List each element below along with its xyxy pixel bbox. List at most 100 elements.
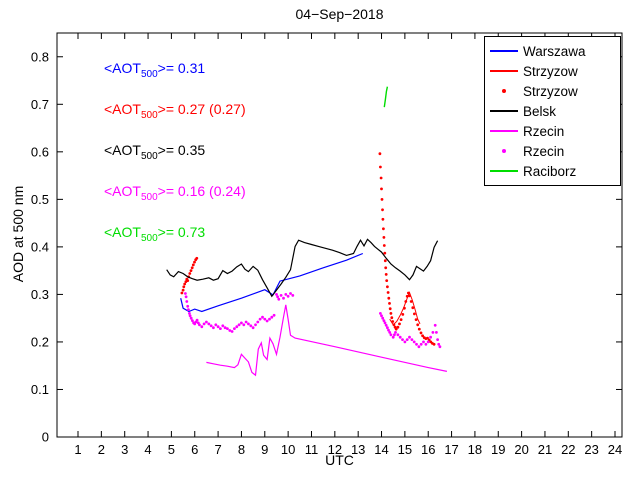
x-tick-label: 19 xyxy=(491,442,505,457)
legend-line-sample xyxy=(485,110,523,112)
data-point xyxy=(254,323,257,327)
data-point xyxy=(209,324,213,328)
data-point xyxy=(394,327,398,331)
legend-label: Belsk xyxy=(523,103,557,119)
data-point xyxy=(419,331,423,335)
data-point xyxy=(182,285,186,289)
data-point xyxy=(426,340,430,344)
x-tick-label: 18 xyxy=(468,442,482,457)
data-point xyxy=(389,333,393,337)
data-point xyxy=(401,338,404,341)
data-point xyxy=(230,330,234,333)
x-tick-label: 3 xyxy=(121,442,128,457)
data-point xyxy=(379,165,382,169)
y-tick-label: 0.1 xyxy=(31,382,49,397)
data-point xyxy=(251,326,255,330)
data-point xyxy=(258,317,262,321)
legend-item-belsk-3: Belsk xyxy=(485,101,620,121)
data-point xyxy=(383,321,387,325)
data-point xyxy=(384,266,388,270)
data-point xyxy=(405,338,409,341)
chart-title: 04−Sep−2018 xyxy=(295,6,384,22)
data-point xyxy=(403,306,406,310)
legend-item-strzyzow-1: Strzyzow xyxy=(485,61,620,81)
data-point xyxy=(407,291,410,295)
data-point xyxy=(235,325,239,329)
data-point xyxy=(384,323,388,327)
legend-dot-sample xyxy=(485,89,523,93)
y-tick-label: 0.4 xyxy=(31,239,49,254)
x-tick-label: 22 xyxy=(561,442,575,457)
y-tick-label: 0.5 xyxy=(31,192,49,207)
y-tick-label: 0 xyxy=(42,430,49,445)
x-tick-label: 23 xyxy=(584,442,598,457)
data-point xyxy=(394,331,397,334)
data-point xyxy=(408,335,411,339)
series-rzecin-dots xyxy=(184,292,442,349)
data-point xyxy=(284,293,288,296)
x-tick-label: 24 xyxy=(608,442,622,457)
aot-mean-annotation-0: <AOT500>= 0.31 xyxy=(104,60,206,80)
data-point xyxy=(187,308,190,311)
data-point xyxy=(382,227,385,231)
data-point xyxy=(261,315,264,319)
data-point xyxy=(391,320,395,323)
data-point xyxy=(268,317,271,321)
data-point xyxy=(263,317,267,321)
data-point xyxy=(390,316,394,320)
x-tick-label: 6 xyxy=(191,442,198,457)
axis-ticks: 1 2 3 4 5 6 7 8 9 10 11 12 13 14 15 16 17 18 19 20 21 22 23 240… xyxy=(31,33,622,457)
x-tick-label: 4 xyxy=(144,442,151,457)
x-tick-label: 12 xyxy=(328,442,342,457)
data-point xyxy=(421,334,424,338)
data-point xyxy=(212,326,215,330)
legend-line-sample xyxy=(485,70,523,72)
data-point xyxy=(200,325,204,329)
aot-mean-annotation-1: <AOT500>= 0.27 (0.27) xyxy=(104,101,246,121)
data-point xyxy=(195,256,199,260)
data-point xyxy=(184,295,188,299)
data-point xyxy=(398,322,401,326)
data-point xyxy=(387,328,390,332)
data-point xyxy=(401,313,405,316)
data-point xyxy=(381,217,385,221)
legend-line-sample xyxy=(485,130,523,132)
data-point xyxy=(414,318,418,321)
data-point xyxy=(413,312,416,316)
data-point xyxy=(207,322,211,326)
data-point xyxy=(188,312,191,315)
data-point xyxy=(214,323,218,327)
data-point xyxy=(379,176,383,180)
x-tick-label: 20 xyxy=(514,442,528,457)
data-point xyxy=(383,251,387,255)
data-point xyxy=(198,323,201,327)
data-point xyxy=(185,300,189,303)
series-warszawa-line xyxy=(180,252,364,313)
data-point xyxy=(184,292,187,295)
legend-label: Raciborz xyxy=(523,163,577,179)
aot-mean-annotation-3: <AOT500>= 0.16 (0.24) xyxy=(104,183,246,203)
x-tick-label: 7 xyxy=(214,442,221,457)
legend-item-strzyzow-2: Strzyzow xyxy=(485,81,620,101)
data-point xyxy=(189,269,193,272)
data-point xyxy=(202,322,206,326)
legend-line-sample xyxy=(485,50,523,52)
data-point xyxy=(404,300,408,303)
x-tick-label: 2 xyxy=(98,442,105,457)
data-point xyxy=(237,323,241,327)
data-point xyxy=(436,338,439,341)
data-point xyxy=(289,292,292,295)
data-point xyxy=(265,319,269,323)
data-point xyxy=(388,307,392,311)
legend: Warszawa Strzyzow Strzyzow Belsk Rzecin Rzeci… xyxy=(484,36,621,186)
y-tick-label: 0.7 xyxy=(31,97,49,112)
data-point xyxy=(438,345,442,349)
data-point xyxy=(393,333,396,337)
data-point xyxy=(380,314,383,318)
data-point xyxy=(183,282,187,286)
data-point xyxy=(195,318,199,322)
data-point xyxy=(191,319,194,322)
data-point xyxy=(409,300,413,303)
y-tick-label: 0.3 xyxy=(31,287,49,302)
